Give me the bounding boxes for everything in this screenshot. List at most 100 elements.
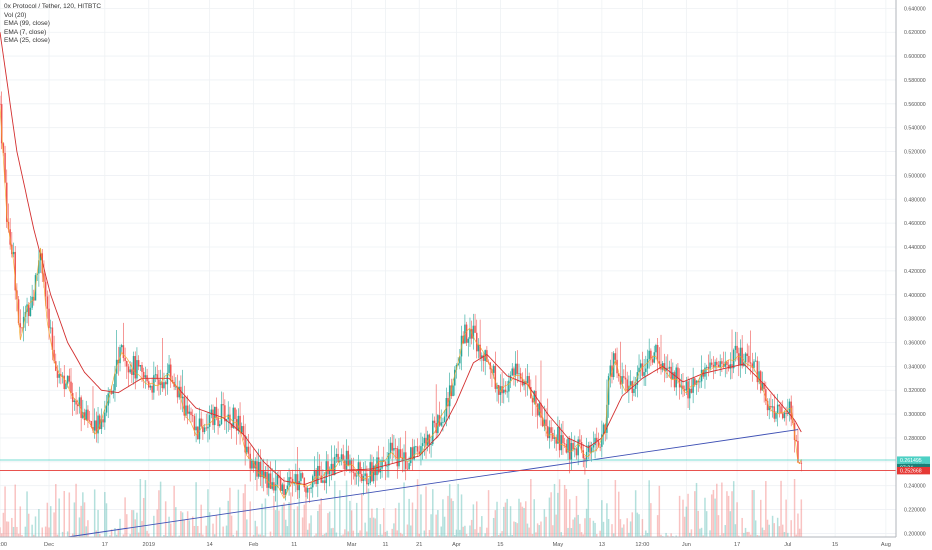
volume-bar: [296, 506, 299, 537]
candle-body: [481, 355, 483, 358]
candle-body: [305, 487, 307, 493]
volume-bar: [545, 516, 547, 537]
volume-bar: [87, 520, 89, 537]
candle-body: [73, 400, 76, 403]
legend-item-ema-25[interactable]: EMA (25, close): [4, 37, 50, 45]
volume-bar: [738, 535, 740, 537]
volume-bar: [563, 484, 566, 537]
volume-bar: [205, 525, 207, 537]
volume-bar: [731, 491, 733, 537]
candle-body: [552, 432, 554, 439]
volume-bar: [249, 501, 251, 537]
candle-body: [749, 362, 752, 364]
volume-bar: [181, 512, 184, 537]
candle-body: [748, 355, 750, 363]
volume-bar: [391, 528, 393, 537]
y-tick-label: 0.600000: [904, 54, 926, 60]
volume-bar: [371, 508, 373, 537]
volume-bar: [281, 504, 284, 537]
candle-body: [626, 379, 628, 391]
x-tick-label: 13: [599, 542, 605, 548]
legend-item-ema-99[interactable]: EMA (99, close): [4, 20, 50, 28]
candle-body: [633, 388, 635, 394]
candle-body: [227, 414, 229, 420]
y-tick-label: 0.460000: [904, 221, 926, 227]
candle-body: [408, 463, 410, 470]
volume-bar: [418, 533, 421, 537]
candle-body: [393, 448, 395, 451]
candle-body: [224, 405, 226, 422]
y-tick-label: 0.640000: [904, 6, 926, 12]
support-trendline[interactable]: [67, 429, 799, 538]
candle-body: [186, 405, 189, 414]
candle-body: [592, 445, 595, 448]
last-price-tag-bg: [897, 456, 930, 464]
volume-bar: [685, 506, 688, 537]
candle-body: [156, 374, 158, 380]
volume-bar: [721, 482, 723, 537]
candle-body: [306, 488, 309, 493]
candle-body: [751, 363, 754, 368]
volume-bar: [771, 515, 774, 537]
x-tick-label: 14: [207, 542, 213, 548]
candle-body: [19, 323, 22, 328]
volume-bar: [313, 535, 316, 537]
candle-body: [543, 419, 546, 427]
x-tick-label: 13:00: [0, 542, 7, 548]
volume-bar: [105, 503, 108, 537]
volume-bar: [197, 525, 199, 537]
candle-body: [197, 426, 199, 440]
volume-bar: [660, 534, 662, 537]
y-tick-label: 0.580000: [904, 78, 926, 84]
volume-bar: [469, 525, 471, 537]
legend-item-volume[interactable]: Vol (20): [4, 11, 27, 19]
candle-body: [139, 365, 142, 367]
candle-body: [242, 426, 245, 436]
y-tick-label: 0.280000: [904, 436, 926, 442]
volume-bar: [122, 534, 125, 537]
candle-body: [499, 386, 502, 395]
volume-bar: [93, 489, 96, 537]
y-tick-label: 0.440000: [904, 245, 926, 251]
volume-bar: [95, 530, 98, 537]
volume-bar: [335, 532, 338, 537]
ema-lines: [0, 32, 802, 500]
volume-bar: [700, 527, 703, 537]
volume-bar: [119, 518, 121, 537]
annotation-lines[interactable]: [0, 429, 896, 538]
candle-body: [131, 369, 133, 375]
volume-bar: [232, 534, 235, 537]
legend-item-ema-7[interactable]: EMA (7, close): [4, 28, 47, 36]
volume-bar: [27, 513, 30, 537]
volume-bar: [535, 532, 537, 537]
volume-bar: [694, 491, 696, 537]
candle-body: [283, 484, 285, 496]
y-tick-label: 0.300000: [904, 412, 926, 418]
candle-body: [683, 389, 686, 391]
volume-bar: [575, 495, 578, 537]
volume-bar: [2, 512, 5, 537]
candle-body: [629, 381, 632, 386]
ema-7-line: [0, 107, 802, 500]
volume-bar: [163, 535, 165, 537]
candle-body: [430, 444, 432, 445]
candle-body: [560, 435, 563, 451]
volume-bar: [222, 526, 224, 537]
x-tick-label: 11: [383, 542, 389, 548]
candle-body: [567, 438, 569, 453]
volume-bar: [683, 516, 686, 537]
volume-bar: [369, 517, 371, 537]
candlesticks[interactable]: [0, 91, 803, 503]
volume-bar: [137, 532, 140, 537]
candle-body: [90, 421, 93, 427]
volume-bar: [178, 535, 180, 537]
candle-body: [359, 462, 361, 475]
volume-bar: [246, 519, 248, 537]
volume-bar: [785, 499, 787, 537]
volume-bar: [611, 524, 613, 537]
candle-body: [261, 470, 263, 478]
volume-bar: [333, 480, 336, 537]
candle-body: [284, 489, 287, 496]
candle-body: [479, 344, 481, 358]
